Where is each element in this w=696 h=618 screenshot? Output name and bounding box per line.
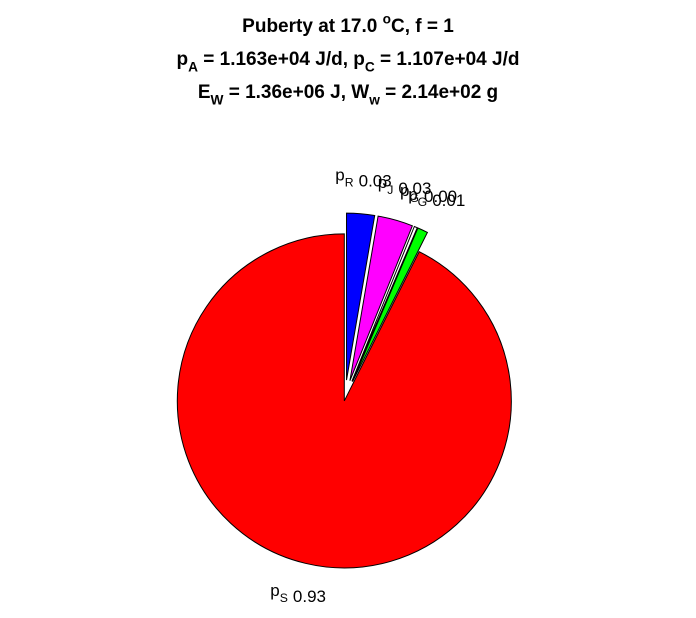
subscript: A xyxy=(188,60,198,75)
chart-title: EW = 1.36e+06 J, Ww = 2.14e+02 g xyxy=(198,82,498,108)
subscript: w xyxy=(368,93,380,108)
chart-title: pA = 1.163e+04 J/d, pC = 1.107e+04 J/d xyxy=(177,49,520,75)
text-segment: p xyxy=(408,185,417,204)
pie-slice xyxy=(351,225,418,382)
slice-label: pG 0.00 xyxy=(400,181,457,206)
value-label: 0.00 xyxy=(424,187,457,206)
value-label: 0.03 xyxy=(398,179,431,198)
text-segment: C, f = 1 xyxy=(391,16,454,37)
subscript: W xyxy=(211,93,224,108)
slice-label: pG 0.01 xyxy=(408,185,465,210)
text-segment: = 1.163e+04 J/d, p xyxy=(198,49,365,70)
text-segment: E xyxy=(198,82,211,103)
subscript: G xyxy=(409,191,419,205)
value-label: 0.03 xyxy=(359,171,392,190)
subscript: G xyxy=(418,195,428,209)
text-segment: p xyxy=(335,165,344,184)
slice-label: pS 0.93 xyxy=(270,581,326,606)
value-label: 0.01 xyxy=(432,191,465,210)
subscript: R xyxy=(345,175,354,189)
pie-slice xyxy=(349,215,414,381)
subscript: S xyxy=(280,591,288,605)
text-segment: = 1.36e+06 J, W xyxy=(223,82,369,103)
chart-title: Puberty at 17.0 oC, f = 1 xyxy=(242,11,454,37)
text-segment: Puberty at 17.0 xyxy=(242,16,382,37)
pie-slice xyxy=(352,227,429,382)
text-segment: p xyxy=(177,49,189,70)
text-segment: = 2.14e+02 g xyxy=(380,82,498,103)
subscript: C xyxy=(365,60,375,75)
subscript: J xyxy=(387,183,393,197)
text-segment: p xyxy=(378,173,387,192)
text-segment: = 1.107e+04 J/d xyxy=(375,49,520,70)
pie-slice xyxy=(176,233,512,569)
text-segment: p xyxy=(400,181,409,200)
slice-label: pJ 0.03 xyxy=(378,173,432,198)
text-segment: p xyxy=(270,581,279,600)
value-label: 0.93 xyxy=(293,587,326,606)
superscript: o xyxy=(383,11,391,26)
pie-slice xyxy=(346,212,376,381)
slice-label: pR 0.03 xyxy=(335,165,391,190)
